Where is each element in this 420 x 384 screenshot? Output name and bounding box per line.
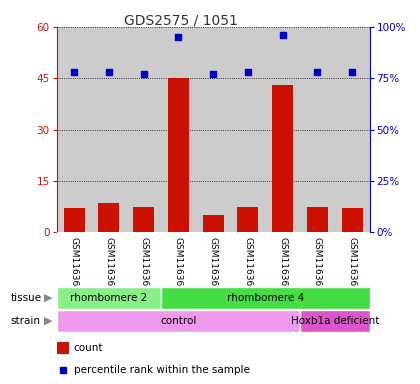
Point bbox=[105, 69, 112, 75]
Text: tissue: tissue bbox=[10, 293, 42, 303]
Text: GSM116361: GSM116361 bbox=[174, 237, 183, 291]
Bar bbox=[300, 310, 370, 332]
Text: GSM116367: GSM116367 bbox=[104, 237, 113, 291]
Bar bbox=[64, 209, 84, 232]
Point bbox=[140, 71, 147, 77]
Point bbox=[349, 69, 356, 75]
Bar bbox=[237, 207, 258, 232]
Text: GSM116369: GSM116369 bbox=[348, 237, 357, 291]
Bar bbox=[57, 310, 300, 332]
Text: GSM116366: GSM116366 bbox=[244, 237, 252, 291]
Point bbox=[59, 367, 66, 374]
Bar bbox=[57, 287, 161, 309]
Point bbox=[210, 71, 217, 77]
Point bbox=[71, 69, 77, 75]
Bar bbox=[307, 207, 328, 232]
Text: GSM116365: GSM116365 bbox=[313, 237, 322, 291]
Text: ▶: ▶ bbox=[44, 316, 52, 326]
Bar bbox=[168, 78, 189, 232]
Text: strain: strain bbox=[10, 316, 40, 326]
Bar bbox=[98, 203, 119, 232]
Bar bbox=[203, 215, 223, 232]
Text: ▶: ▶ bbox=[44, 293, 52, 303]
Text: count: count bbox=[74, 343, 103, 353]
Text: GDS2575 / 1051: GDS2575 / 1051 bbox=[123, 13, 238, 27]
Bar bbox=[272, 85, 293, 232]
Text: GSM116364: GSM116364 bbox=[70, 237, 79, 291]
Bar bbox=[133, 207, 154, 232]
Text: rhombomere 4: rhombomere 4 bbox=[227, 293, 304, 303]
Bar bbox=[161, 287, 370, 309]
Text: GSM116362: GSM116362 bbox=[278, 237, 287, 291]
Bar bbox=[57, 342, 68, 354]
Text: Hoxb1a deficient: Hoxb1a deficient bbox=[291, 316, 379, 326]
Point bbox=[175, 34, 182, 40]
Bar bbox=[342, 209, 362, 232]
Point bbox=[244, 69, 251, 75]
Text: rhombomere 2: rhombomere 2 bbox=[70, 293, 147, 303]
Text: percentile rank within the sample: percentile rank within the sample bbox=[74, 366, 249, 376]
Point bbox=[279, 32, 286, 38]
Text: GSM116368: GSM116368 bbox=[139, 237, 148, 291]
Point bbox=[314, 69, 321, 75]
Text: control: control bbox=[160, 316, 197, 326]
Text: GSM116363: GSM116363 bbox=[209, 237, 218, 291]
